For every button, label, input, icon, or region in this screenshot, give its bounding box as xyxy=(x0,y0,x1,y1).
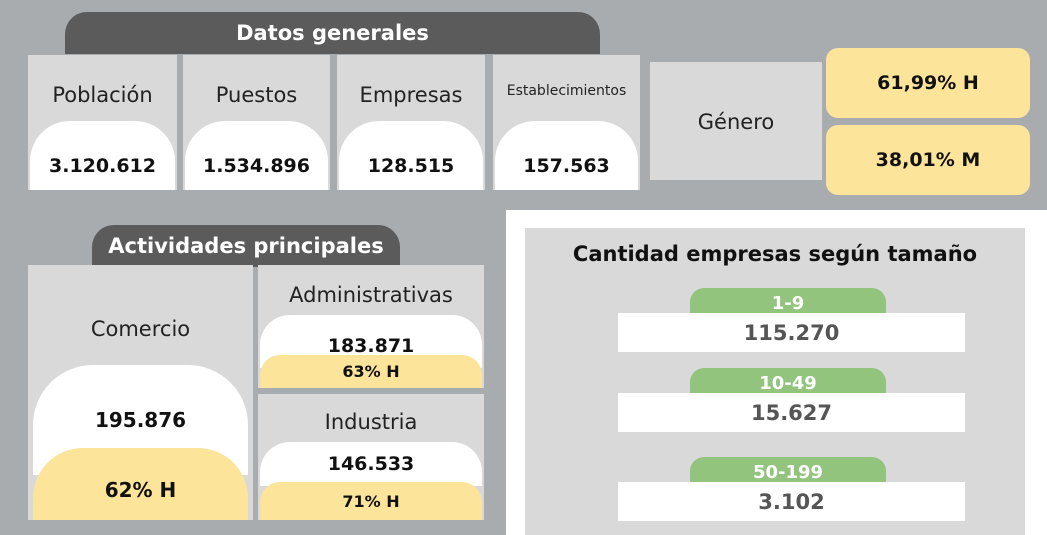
section-tab: Datos generales xyxy=(65,12,600,54)
gender-label: Género xyxy=(697,110,775,134)
gender-card: Género xyxy=(650,62,822,180)
section-tab: Actividades principales xyxy=(92,225,400,267)
general-value: 3.120.612 xyxy=(30,121,175,190)
activity-card: Industria 146.533 71% H xyxy=(258,394,484,520)
general-card: Empresas 128.515 xyxy=(337,55,485,190)
general-label: Establecimientos xyxy=(506,83,627,99)
general-card: Establecimientos 157.563 xyxy=(493,55,640,190)
general-label: Puestos xyxy=(215,83,298,107)
general-card: Población 3.120.612 xyxy=(28,55,177,190)
activity-label: Administrativas xyxy=(289,283,453,307)
gender-value: 61,99% H xyxy=(826,48,1030,118)
activity-card: Comercio 195.876 62% H xyxy=(28,265,253,520)
activity-label: Comercio xyxy=(90,317,191,341)
size-value: 3.102 xyxy=(618,482,965,521)
general-value: 157.563 xyxy=(495,121,638,190)
size-value: 115.270 xyxy=(618,313,965,352)
general-label: Población xyxy=(52,83,153,107)
size-value: 15.627 xyxy=(618,393,965,432)
general-label: Empresas xyxy=(359,83,463,107)
general-value: 128.515 xyxy=(339,121,483,190)
activity-card: Administrativas 183.871 63% H xyxy=(258,265,484,388)
activity-label: Industria xyxy=(324,410,418,434)
general-value: 1.534.896 xyxy=(185,121,328,190)
gender-value: 38,01% M xyxy=(826,125,1030,195)
general-card: Puestos 1.534.896 xyxy=(183,55,330,190)
activity-share: 62% H xyxy=(33,448,248,520)
size-title: Cantidad empresas según tamaño xyxy=(572,242,978,266)
activity-share: 71% H xyxy=(260,482,482,520)
activity-value: 146.533 xyxy=(260,442,482,486)
activity-share: 63% H xyxy=(260,355,482,388)
